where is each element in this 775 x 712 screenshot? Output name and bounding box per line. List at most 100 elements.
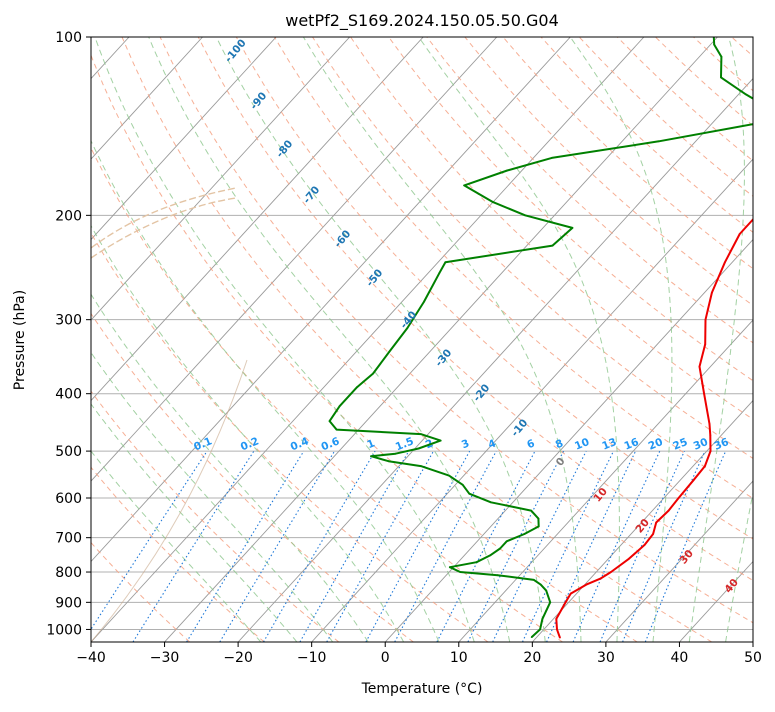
dewpoint-point <box>339 405 341 407</box>
temperature-point <box>709 423 711 425</box>
dewpoint-point <box>540 584 542 586</box>
temperature-point <box>585 584 587 586</box>
y-tick-label: 300 <box>55 313 82 329</box>
x-tick-label: 40 <box>671 650 689 666</box>
dewpoint-point <box>459 571 461 573</box>
dewpoint-point <box>545 610 547 612</box>
temperature-point <box>693 479 695 481</box>
dewpoint-point <box>499 548 501 550</box>
temperature-point <box>739 233 741 235</box>
dewpoint-point <box>720 77 722 79</box>
x-tick-label: −10 <box>297 650 327 666</box>
dewpoint-point <box>420 465 422 467</box>
dewpoint-point <box>506 170 508 172</box>
temperature-point <box>699 366 701 368</box>
dewpoint-point <box>538 526 540 528</box>
x-tick-label: 20 <box>523 650 541 666</box>
dewpoint-point <box>530 510 532 512</box>
dewpoint-point <box>551 157 553 159</box>
temperature-point <box>570 593 572 595</box>
temperature-point <box>559 637 561 639</box>
x-tick-label: 0 <box>381 650 390 666</box>
dewpoint-point <box>440 440 442 442</box>
x-tick-label: −20 <box>223 650 253 666</box>
dewpoint-point <box>395 453 397 455</box>
dewpoint-point <box>497 574 499 576</box>
y-tick-label: 500 <box>55 444 82 460</box>
dewpoint-point <box>524 533 526 535</box>
y-tick-label: 400 <box>55 387 82 403</box>
dewpoint-point <box>549 601 551 603</box>
temperature-point <box>704 343 706 345</box>
temperature-point <box>565 601 567 603</box>
temperature-point <box>705 319 707 321</box>
dewpoint-point <box>388 351 390 353</box>
y-tick-label: 800 <box>55 565 82 581</box>
chart-title: wetPf2_S169.2024.150.05.50.G04 <box>285 11 559 31</box>
temperature-point <box>600 578 602 580</box>
y-tick-label: 100 <box>55 30 82 46</box>
temperature-point <box>668 510 670 512</box>
temperature-point <box>703 393 705 395</box>
temperature-point <box>556 629 558 631</box>
temperature-point <box>704 465 706 467</box>
dewpoint-point <box>572 227 574 229</box>
x-tick-label: 10 <box>450 650 468 666</box>
temperature-point <box>644 544 646 546</box>
dewpoint-point <box>448 475 450 477</box>
dewpoint-point <box>329 420 331 422</box>
dewpoint-point <box>490 501 492 503</box>
y-tick-label: 1000 <box>46 622 82 638</box>
dewpoint-point <box>445 261 447 263</box>
dewpoint-point <box>542 618 544 620</box>
x-tick-label: 30 <box>597 650 615 666</box>
dewpoint-point <box>506 540 508 542</box>
y-tick-label: 700 <box>55 531 82 547</box>
temperature-point <box>628 558 630 560</box>
dewpoint-point <box>462 484 464 486</box>
dewpoint-point <box>538 518 540 520</box>
dewpoint-point <box>539 629 541 631</box>
dewpoint-point <box>721 56 723 58</box>
dewpoint-point <box>476 561 478 563</box>
x-tick-label: −40 <box>76 650 106 666</box>
dewpoint-point <box>370 455 372 457</box>
temperature-point <box>610 571 612 573</box>
dewpoint-point <box>418 448 420 450</box>
temperature-point <box>710 450 712 452</box>
dewpoint-point <box>356 386 358 388</box>
dewpoint-point <box>423 301 425 303</box>
dewpoint-point <box>531 636 533 638</box>
dewpoint-point <box>420 433 422 435</box>
x-tick-label: −30 <box>150 650 180 666</box>
dewpoint-point <box>545 590 547 592</box>
temperature-point <box>709 434 711 436</box>
temperature-point <box>652 533 654 535</box>
dewpoint-point <box>449 566 451 568</box>
y-tick-label: 900 <box>55 595 82 611</box>
dewpoint-point <box>388 460 390 462</box>
dewpoint-point <box>336 429 338 431</box>
y-axis-label: Pressure (hPa) <box>12 290 28 390</box>
temperature-point <box>724 261 726 263</box>
dewpoint-point <box>713 44 715 46</box>
dewpoint-point <box>552 245 554 247</box>
temperature-point <box>711 292 713 294</box>
dewpoint-point <box>658 140 660 142</box>
dewpoint-point <box>439 272 441 274</box>
y-tick-label: 600 <box>55 491 82 507</box>
dewpoint-point <box>372 373 374 375</box>
dewpoint-point <box>489 555 491 557</box>
y-tick-label: 200 <box>55 208 82 224</box>
dewpoint-point <box>533 579 535 581</box>
dewpoint-point <box>745 94 747 96</box>
temperature-point <box>655 522 657 524</box>
dewpoint-point <box>463 185 465 187</box>
dewpoint-point <box>492 201 494 203</box>
x-tick-label: 50 <box>744 650 762 666</box>
temperature-point <box>678 497 680 499</box>
x-axis-label: Temperature (°C) <box>361 681 483 697</box>
dewpoint-point <box>524 214 526 216</box>
